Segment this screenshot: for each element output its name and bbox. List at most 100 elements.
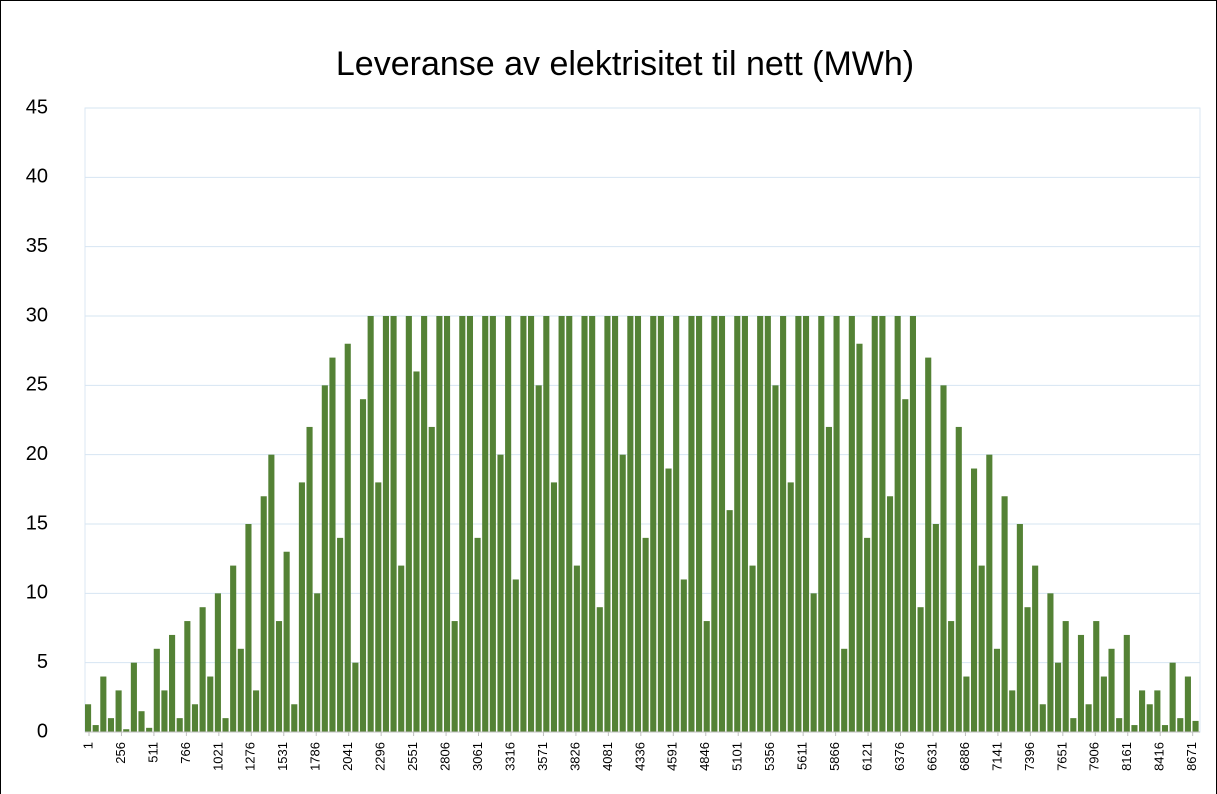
bar bbox=[1108, 648, 1115, 732]
bar bbox=[841, 648, 848, 732]
bar bbox=[688, 316, 695, 732]
bar bbox=[1032, 565, 1039, 732]
y-tick-label: 25 bbox=[26, 374, 48, 396]
bar bbox=[466, 316, 474, 732]
bar bbox=[864, 537, 871, 732]
bar bbox=[123, 729, 130, 732]
y-tick-label: 40 bbox=[26, 166, 48, 188]
bar bbox=[306, 426, 313, 732]
x-tick-label: 7651 bbox=[1054, 742, 1069, 771]
bar bbox=[650, 316, 657, 732]
bar bbox=[413, 371, 420, 732]
x-tick-label: 2551 bbox=[405, 742, 420, 771]
bar bbox=[100, 676, 107, 732]
bar bbox=[176, 718, 183, 732]
bar bbox=[665, 468, 672, 732]
bar bbox=[787, 482, 794, 732]
bar bbox=[1184, 676, 1191, 732]
x-tick-label: 5866 bbox=[827, 742, 842, 771]
x-tick-label: 6886 bbox=[957, 742, 972, 771]
bar bbox=[680, 579, 687, 732]
x-tick-label: 1276 bbox=[243, 742, 258, 771]
bar bbox=[512, 579, 519, 732]
bar bbox=[398, 565, 405, 732]
bar bbox=[955, 426, 962, 732]
bar bbox=[375, 482, 382, 732]
bar bbox=[275, 621, 283, 732]
bar bbox=[986, 454, 993, 732]
bar bbox=[902, 399, 909, 732]
bar bbox=[390, 316, 397, 732]
bar bbox=[1123, 634, 1130, 732]
bar bbox=[253, 690, 260, 732]
x-tick-label: 7141 bbox=[989, 742, 1004, 771]
bar bbox=[963, 676, 970, 732]
bar bbox=[405, 316, 412, 732]
bar bbox=[153, 648, 160, 732]
x-tick-label: 256 bbox=[113, 742, 128, 764]
bar bbox=[245, 524, 252, 732]
bar bbox=[757, 316, 764, 732]
bar bbox=[138, 711, 145, 732]
x-tick-label: 4081 bbox=[600, 742, 615, 771]
bar bbox=[764, 316, 771, 732]
x-tick-label: 6631 bbox=[924, 742, 939, 771]
bar bbox=[1139, 690, 1146, 732]
bar bbox=[1131, 725, 1138, 732]
bar bbox=[1001, 496, 1008, 732]
bar bbox=[802, 316, 810, 732]
bar bbox=[993, 648, 1001, 732]
bar bbox=[1016, 524, 1023, 732]
bar bbox=[718, 316, 726, 732]
x-tick-label: 6376 bbox=[892, 742, 907, 771]
bar bbox=[558, 316, 565, 732]
x-tick-label: 3571 bbox=[535, 742, 550, 771]
x-tick-label: 3061 bbox=[470, 742, 485, 771]
chart-title: Leveranse av elektrisitet til nett (MWh) bbox=[336, 45, 914, 83]
bar bbox=[573, 565, 580, 732]
bar bbox=[589, 316, 596, 732]
bar bbox=[382, 316, 389, 732]
x-tick-label: 8416 bbox=[1152, 742, 1167, 771]
y-tick-label: 30 bbox=[26, 304, 48, 326]
y-tick-label: 20 bbox=[26, 443, 48, 465]
bar bbox=[894, 316, 901, 732]
bar bbox=[856, 343, 863, 732]
bar bbox=[520, 316, 527, 732]
bar bbox=[833, 316, 840, 732]
bar bbox=[1039, 704, 1046, 732]
bar bbox=[848, 316, 855, 732]
bar bbox=[535, 385, 542, 732]
bar bbox=[917, 607, 924, 732]
bar bbox=[1085, 704, 1092, 732]
bar bbox=[940, 385, 947, 732]
bar bbox=[314, 593, 321, 732]
bar bbox=[130, 662, 137, 732]
bar bbox=[497, 454, 504, 732]
bar bbox=[474, 537, 481, 732]
bar bbox=[260, 496, 267, 732]
bar bbox=[92, 725, 99, 732]
bar bbox=[237, 648, 244, 732]
x-tick-label: 3316 bbox=[502, 742, 517, 771]
bar bbox=[436, 316, 443, 732]
bar bbox=[352, 662, 359, 732]
bar bbox=[978, 565, 985, 732]
bar bbox=[527, 316, 535, 732]
bar bbox=[925, 357, 932, 732]
x-tick-label: 3826 bbox=[567, 742, 582, 771]
bar bbox=[550, 482, 558, 732]
bar bbox=[657, 316, 664, 732]
x-tick-label: 4336 bbox=[632, 742, 647, 771]
bar bbox=[818, 316, 825, 732]
bar bbox=[1055, 662, 1062, 732]
bar bbox=[482, 316, 489, 732]
bar bbox=[337, 537, 344, 732]
bar bbox=[1177, 718, 1184, 732]
bar bbox=[268, 454, 275, 732]
bar bbox=[283, 551, 290, 732]
x-tick-label: 1786 bbox=[308, 742, 323, 771]
bar bbox=[298, 482, 305, 732]
bar bbox=[1192, 720, 1199, 732]
